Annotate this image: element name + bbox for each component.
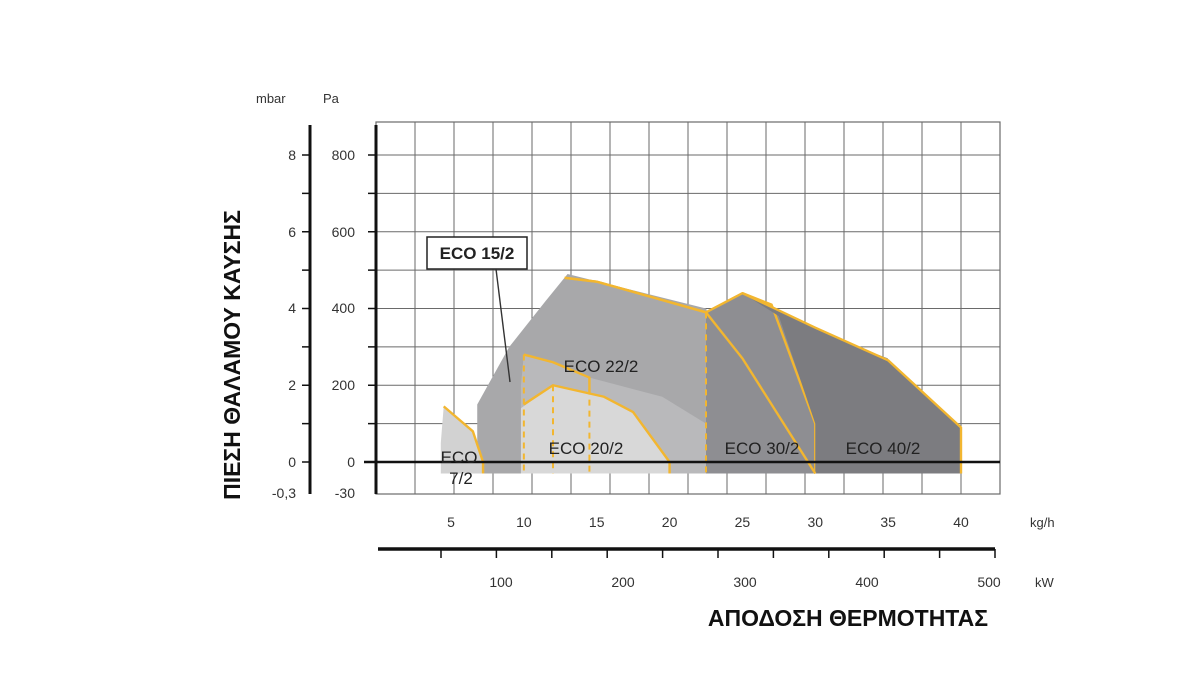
x-unit-kgh: kg/h: [1030, 515, 1055, 530]
y-unit-mbar: mbar: [256, 91, 286, 106]
outline-eco-40-2: [741, 292, 963, 474]
y-tick-label-pa: 600: [332, 224, 356, 240]
callout-label: ECO 15/2: [440, 244, 515, 263]
x-tick-label-kw: 300: [733, 574, 757, 590]
y-tick-label-mbar: -0,3: [272, 485, 296, 501]
outline-eco-30-right: [705, 311, 817, 475]
model-label-eco-7-2-size: 7/2: [449, 469, 473, 488]
y-axis-title: ΠΙΕΣΗ ΘΑΛΑΜΟΥ ΚΑΥΣΗΣ: [219, 210, 245, 500]
y-tick-label-mbar: 6: [288, 224, 296, 240]
x-tick-label-kgh: 5: [447, 514, 455, 530]
model-label-eco-40-2: ECO 40/2: [846, 439, 921, 458]
x-tick-label-kw: 400: [855, 574, 879, 590]
x-tick-label-kgh: 20: [662, 514, 678, 530]
outline-eco-top: [564, 276, 707, 314]
y-tick-label-pa: 800: [332, 147, 356, 163]
region-eco-7-2: [440, 406, 484, 474]
x-tick-label-kgh: 15: [589, 514, 605, 530]
region-eco-40-2: [742, 293, 961, 474]
model-label-eco-20-2: ECO 20/2: [549, 439, 624, 458]
y-tick-label-mbar: 8: [288, 147, 296, 163]
x-tick-label-kgh: 25: [735, 514, 751, 530]
model-label-eco-7-2: ECO: [441, 448, 478, 467]
outline-eco-7-2: [442, 405, 485, 474]
y-unit-pa: Pa: [323, 91, 340, 106]
model-labels: ECO 7/2 ECO 22/2 ECO 20/2 ECO 30/2 ECO 40/2: [441, 357, 921, 488]
x-tick-label-kw: 200: [611, 574, 635, 590]
region-eco-20-2: [520, 385, 670, 474]
y-tick-label-pa: 400: [332, 300, 356, 316]
x-axis-title: ΑΠΟΔΟΣΗ ΘΕΡΜΟΤΗΤΑΣ: [708, 605, 988, 631]
y-tick-label-mbar: 4: [288, 300, 296, 316]
model-label-eco-22-2: ECO 22/2: [564, 357, 639, 376]
x-tick-label-kw: 100: [489, 574, 513, 590]
boundary-dashes: [522, 312, 707, 474]
callout-eco-15: ECO 15/2: [426, 236, 528, 383]
model-label-eco-30-2: ECO 30/2: [725, 439, 800, 458]
working-field-regions: [440, 273, 963, 475]
axes: [302, 125, 1000, 558]
y-tick-label-pa: -30: [335, 485, 355, 501]
y-tick-label-pa: 0: [347, 454, 355, 470]
y-tick-label-mbar: 2: [288, 377, 296, 393]
y-tick-label-mbar: 0: [288, 454, 296, 470]
region-eco-30-2: [706, 293, 889, 474]
outline-eco-20-2: [523, 384, 671, 474]
x-tick-label-kgh: 40: [953, 514, 969, 530]
y-tick-label-pa: 200: [332, 377, 356, 393]
x-tick-label-kw: 500: [977, 574, 1001, 590]
x-tick-label-kgh: 10: [516, 514, 532, 530]
x-tick-label-kgh: 35: [880, 514, 896, 530]
x-tick-label-kgh: 30: [807, 514, 823, 530]
x-unit-kw: kW: [1035, 575, 1055, 590]
